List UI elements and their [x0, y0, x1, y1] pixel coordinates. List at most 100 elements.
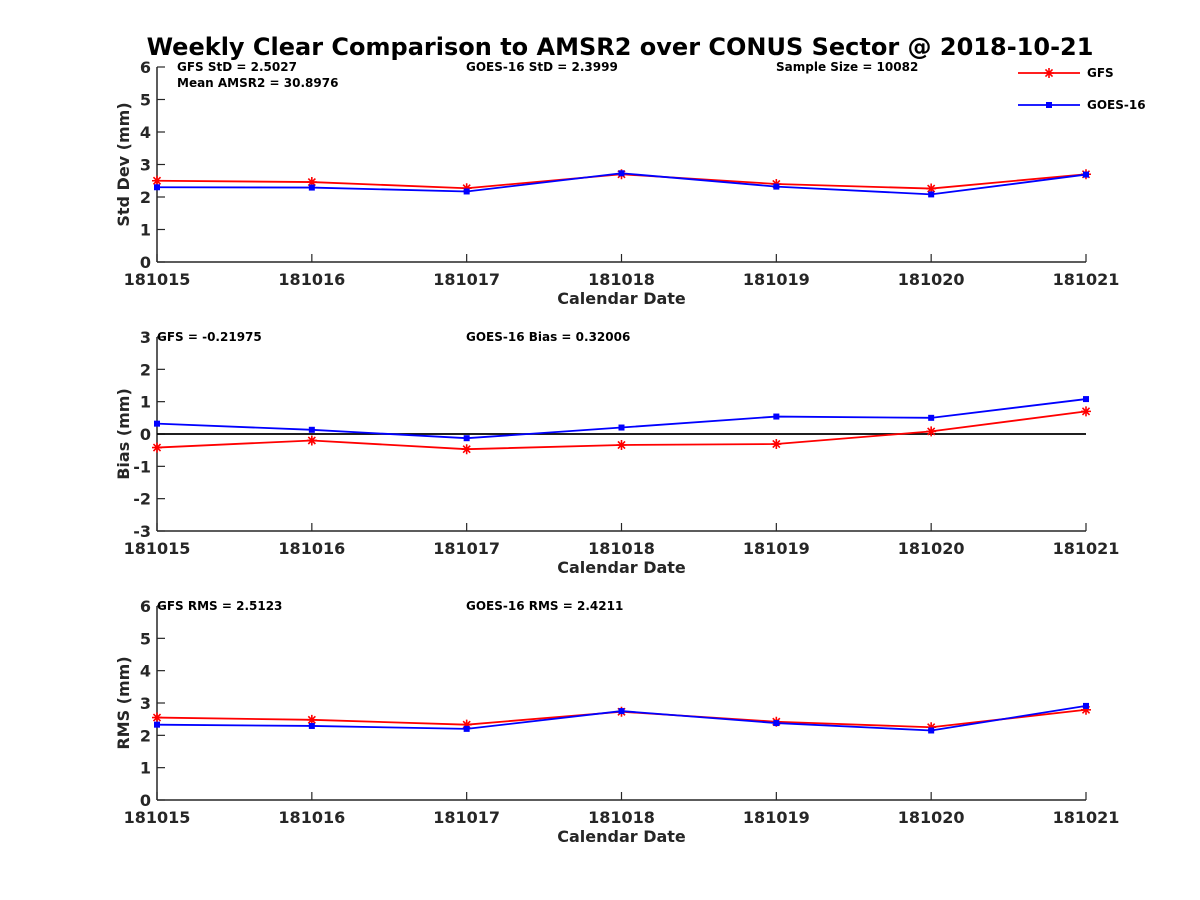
- goes-16-data-point: [1083, 396, 1089, 403]
- goes-16-data-point: [1083, 171, 1089, 178]
- goes-16-data-point: [773, 183, 780, 190]
- goes-16-data-point: [463, 435, 470, 442]
- y-tick-label: 5: [140, 629, 151, 648]
- x-tick-label: 181020: [898, 539, 965, 558]
- x-tick-label: 181021: [1053, 539, 1120, 558]
- y-axis-label: Bias (mm): [114, 388, 133, 480]
- y-tick-label: 2: [140, 188, 151, 207]
- goes-16-data-point: [928, 191, 935, 198]
- x-tick-label: 181015: [124, 270, 191, 289]
- x-tick-label: 181021: [1053, 808, 1120, 827]
- y-tick-label: 3: [140, 156, 151, 175]
- x-tick-label: 181016: [278, 270, 345, 289]
- chart-title: Weekly Clear Comparison to AMSR2 over CO…: [147, 33, 1094, 61]
- x-axis-label: Calendar Date: [557, 827, 686, 846]
- y-tick-label: 1: [140, 221, 151, 240]
- gfs-data-point: [306, 177, 317, 188]
- annot-mean-amsr2: Mean AMSR2 = 30.8976: [177, 76, 338, 90]
- gfs-data-point: [461, 183, 472, 194]
- gfs-data-point: [461, 444, 472, 455]
- x-axis-label: Calendar Date: [557, 558, 686, 577]
- y-axis-label: Std Dev (mm): [114, 102, 133, 226]
- gfs-data-point: [926, 426, 937, 437]
- annot-goes-bias: GOES-16 Bias = 0.32006: [466, 330, 630, 344]
- y-tick-label: 2: [140, 726, 151, 745]
- goes-16-data-point: [773, 413, 780, 420]
- x-tick-label: 181019: [743, 808, 810, 827]
- goes-16-data-point: [308, 184, 315, 191]
- goes-16-data-point: [928, 414, 935, 421]
- goes-16-data-point: [618, 170, 625, 177]
- goes-16-data-point: [154, 420, 160, 427]
- x-tick-label: 181020: [898, 808, 965, 827]
- y-tick-label: 0: [140, 253, 151, 272]
- gfs-data-point: [461, 719, 472, 730]
- x-tick-label: 181019: [743, 270, 810, 289]
- x-tick-label: 181015: [124, 539, 191, 558]
- y-tick-label: 0: [140, 425, 151, 444]
- x-tick-label: 181021: [1053, 270, 1120, 289]
- x-tick-label: 181020: [898, 270, 965, 289]
- y-tick-label: 5: [140, 91, 151, 110]
- annot-gfs-rms: GFS RMS = 2.5123: [157, 599, 282, 613]
- y-tick-label: 4: [140, 123, 151, 142]
- gfs-data-point: [771, 439, 782, 450]
- goes-16-data-point: [618, 708, 625, 715]
- y-tick-label: 0: [140, 791, 151, 810]
- gfs-data-point: [306, 714, 317, 725]
- legend-goes-marker: [1046, 102, 1052, 108]
- gfs-data-point: [616, 439, 627, 450]
- x-tick-label: 181017: [433, 808, 500, 827]
- gfs-data-point: [152, 442, 162, 453]
- gfs-data-point: [306, 435, 317, 446]
- y-tick-label: 1: [140, 759, 151, 778]
- legend-gfs-marker: [1044, 68, 1054, 78]
- goes-16-series-line: [156, 398, 1087, 440]
- annot-goes-std: GOES-16 StD = 2.3999: [466, 60, 618, 74]
- x-tick-label: 181018: [588, 270, 655, 289]
- annot-sample-size: Sample Size = 10082: [776, 60, 918, 74]
- bias-panel: -3 -2 -1 0 1 2 3 181015 181016 181017 181018 181019…: [114, 328, 1119, 577]
- gfs-data-point: [1081, 406, 1091, 417]
- annot-gfs-bias: GFS = -0.21975: [157, 330, 262, 344]
- y-axis-label: RMS (mm): [114, 656, 133, 749]
- y-tick-label: 4: [140, 662, 151, 681]
- y-tick-label: -3: [133, 522, 151, 541]
- x-tick-label: 181018: [588, 539, 655, 558]
- y-tick-label: -2: [133, 490, 151, 509]
- annot-gfs-std: GFS StD = 2.5027: [177, 60, 297, 74]
- rms-panel: 0 1 2 3 4 5 6 181015 181016 181017 181018 181019 181…: [114, 597, 1119, 846]
- gfs-data-point: [152, 175, 162, 186]
- gfs-data-point: [926, 183, 937, 194]
- y-tick-label: 3: [140, 328, 151, 347]
- goes-16-data-point: [928, 727, 935, 734]
- x-axis-label: Calendar Date: [557, 289, 686, 308]
- std-dev-panel: 0 1 2 3 4 5 6 181015 181016 181017 181018 181019 181…: [114, 58, 1119, 308]
- legend-goes-label: GOES-16: [1087, 98, 1146, 112]
- legend: GFS GOES-16: [1018, 66, 1146, 112]
- x-tick-label: 181016: [278, 539, 345, 558]
- chart-panels: 0 1 2 3 4 5 6 181015 181016 181017 181018 181019 181…: [114, 58, 1119, 846]
- gfs-data-point: [1081, 704, 1091, 715]
- y-tick-label: 3: [140, 694, 151, 713]
- goes-16-data-point: [154, 721, 160, 728]
- x-tick-label: 181018: [588, 808, 655, 827]
- x-tick-label: 181019: [743, 539, 810, 558]
- x-tick-label: 181017: [433, 539, 500, 558]
- x-tick-label: 181016: [278, 808, 345, 827]
- goes-16-data-point: [463, 188, 470, 195]
- y-tick-label: 6: [140, 58, 151, 77]
- goes-16-data-point: [1083, 702, 1089, 709]
- goes-16-data-point: [618, 424, 625, 431]
- x-tick-label: 181015: [124, 808, 191, 827]
- goes-16-data-point: [154, 184, 160, 191]
- y-tick-label: -1: [133, 457, 151, 476]
- goes-16-data-point: [773, 720, 780, 727]
- annot-goes-rms: GOES-16 RMS = 2.4211: [466, 599, 623, 613]
- gfs-data-point: [926, 722, 937, 733]
- y-tick-label: 6: [140, 597, 151, 616]
- x-tick-label: 181017: [433, 270, 500, 289]
- gfs-data-point: [152, 712, 162, 723]
- goes-16-data-point: [463, 725, 470, 732]
